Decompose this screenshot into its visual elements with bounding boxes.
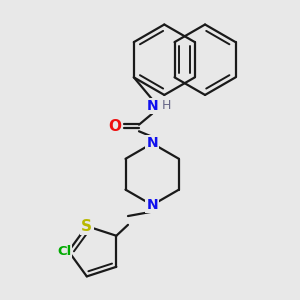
Text: Cl: Cl	[57, 245, 71, 258]
Text: O: O	[108, 119, 121, 134]
Text: S: S	[81, 219, 92, 234]
Text: N: N	[146, 136, 158, 150]
Text: H: H	[162, 100, 171, 112]
Text: N: N	[146, 99, 158, 113]
Text: N: N	[146, 198, 158, 212]
